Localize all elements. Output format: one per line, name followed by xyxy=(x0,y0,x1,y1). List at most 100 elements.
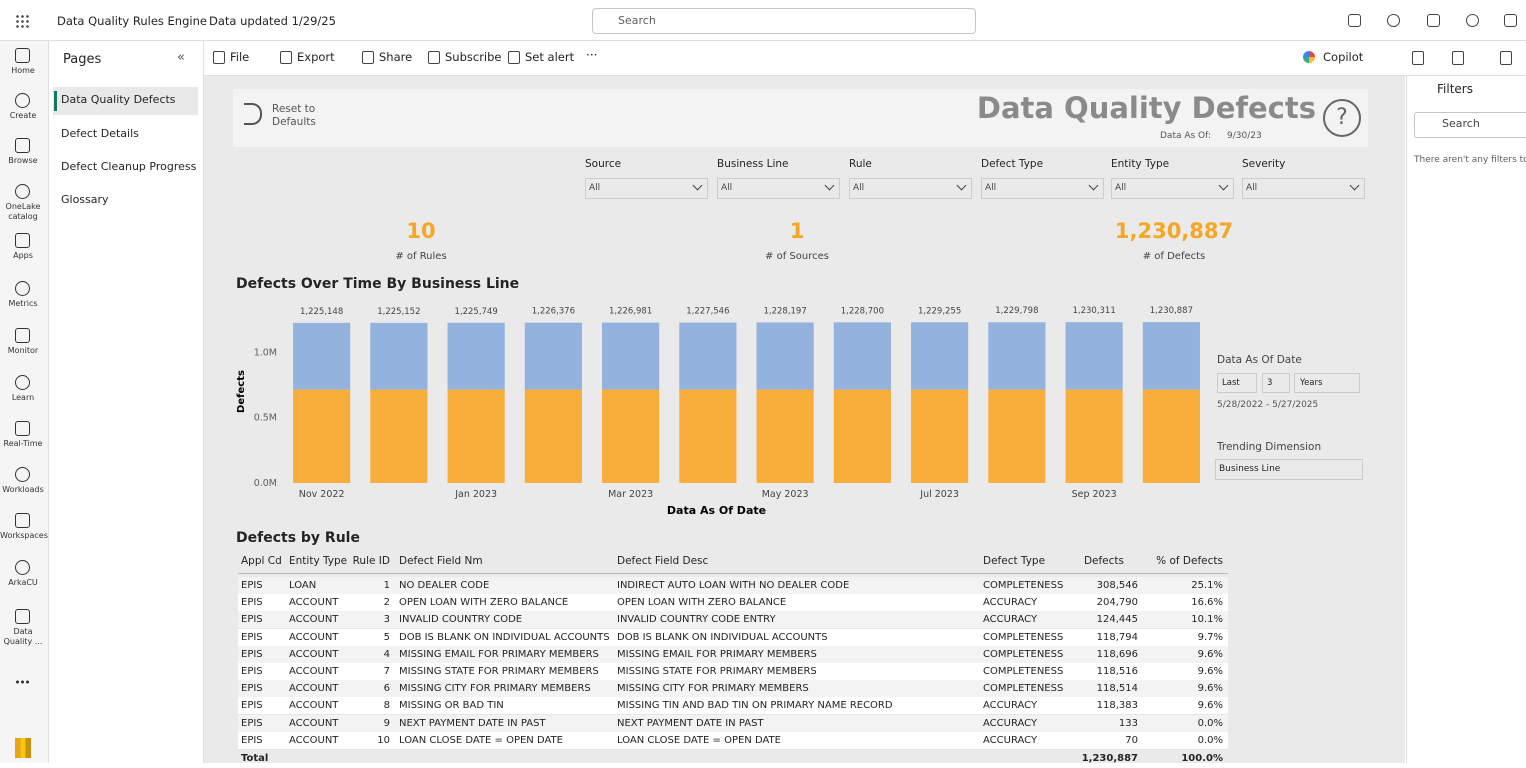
toolbar-icon[interactable] xyxy=(213,51,225,64)
cell: 6 xyxy=(383,683,390,695)
total-label: Total xyxy=(241,753,269,764)
top-icon[interactable] xyxy=(1348,14,1361,27)
slicer-dropdown[interactable]: All xyxy=(717,178,840,199)
top-icon[interactable] xyxy=(1466,14,1479,27)
page-item[interactable]: Defect Details xyxy=(61,127,139,140)
copilot-icon[interactable] xyxy=(1303,51,1315,63)
reset-icon[interactable] xyxy=(244,103,262,125)
data-updated[interactable]: Data updated 1/29/25 xyxy=(209,14,336,28)
kpi-value: 1,230,887 xyxy=(1114,219,1234,243)
nav-icon[interactable] xyxy=(15,184,30,199)
toolbar-icon[interactable] xyxy=(362,51,374,64)
slicer-value: All xyxy=(853,183,865,193)
nav-label[interactable]: Home xyxy=(11,66,35,75)
trending-dropdown[interactable]: Business Line xyxy=(1215,459,1363,480)
more[interactable]: ··· xyxy=(586,48,598,62)
toolbar-icon[interactable] xyxy=(428,51,440,64)
toolbar-item[interactable]: Share xyxy=(379,50,413,64)
total-label: 1,230,887 xyxy=(1150,306,1193,316)
nav-label[interactable]: Learn xyxy=(11,393,35,402)
nav-icon[interactable] xyxy=(15,375,30,390)
slicer-value: All xyxy=(589,183,601,193)
nav-label[interactable]: Data Quality ... xyxy=(3,627,43,646)
top-icon[interactable] xyxy=(1387,14,1400,27)
date-mode[interactable]: Last xyxy=(1217,373,1257,393)
column-header[interactable]: Rule ID xyxy=(352,555,390,567)
slicer-dropdown[interactable]: All xyxy=(585,178,708,199)
slicer-label: Rule xyxy=(849,158,872,170)
copilot[interactable]: Copilot xyxy=(1323,50,1364,64)
cell: ACCOUNT xyxy=(289,700,339,712)
table-title: Defects by Rule xyxy=(236,530,360,546)
toolbar-icon[interactable] xyxy=(1412,51,1424,65)
nav-icon[interactable] xyxy=(15,48,30,63)
nav-icon[interactable] xyxy=(15,281,30,296)
cell: 9.7% xyxy=(1197,631,1223,643)
nav-label[interactable]: Metrics xyxy=(8,299,38,308)
cell: 0.0% xyxy=(1197,717,1223,729)
slicer-dropdown[interactable]: All xyxy=(849,178,972,199)
toolbar-item[interactable]: File xyxy=(230,50,250,64)
column-header[interactable]: Defects xyxy=(1083,555,1124,567)
x-tick-label: Sep 2023 xyxy=(1072,489,1117,500)
chevron xyxy=(956,180,967,191)
nav-icon[interactable] xyxy=(15,560,30,575)
slicer-dropdown[interactable]: All xyxy=(981,178,1104,199)
collapse[interactable]: « xyxy=(177,50,185,65)
nav-more[interactable] xyxy=(15,680,29,684)
slicer-dropdown[interactable]: All xyxy=(1111,178,1234,199)
nav-icon[interactable] xyxy=(15,609,30,624)
nav-icon[interactable] xyxy=(15,513,30,528)
page-item[interactable]: Glossary xyxy=(61,193,109,206)
header-card: Reset to Defaults Data Quality Defects Dat… xyxy=(233,89,1368,147)
cell: NO DEALER CODE xyxy=(399,580,490,591)
toolbar-item[interactable]: Subscribe xyxy=(445,50,502,64)
nav-label[interactable]: ArkaCU xyxy=(8,578,38,587)
slicer-dropdown[interactable]: All xyxy=(1242,178,1365,199)
toolbar-icon[interactable] xyxy=(1452,51,1464,65)
nav-icon[interactable] xyxy=(15,233,30,248)
toolbar-item[interactable]: Set alert xyxy=(525,50,575,64)
nav-icon[interactable] xyxy=(15,328,30,343)
nav-icon[interactable] xyxy=(15,467,30,482)
nav-label[interactable]: Real-Time xyxy=(3,439,43,448)
column-header[interactable]: Defect Field Desc xyxy=(617,555,709,567)
y-tick-label: 1.0M xyxy=(254,347,277,358)
waffle[interactable] xyxy=(15,14,29,28)
bar-segment xyxy=(524,389,582,483)
nav-icon[interactable] xyxy=(15,93,30,108)
toolbar-icon[interactable] xyxy=(1500,51,1512,65)
nav-label[interactable]: OneLake catalog xyxy=(5,202,41,221)
toolbar-icon[interactable] xyxy=(508,51,520,64)
column-header[interactable]: % of Defects xyxy=(1156,555,1223,567)
nav-label[interactable]: Monitor xyxy=(7,346,39,355)
nav-label[interactable]: Workloads xyxy=(2,485,44,494)
column-header[interactable]: Defect Field Nm xyxy=(399,555,483,567)
app-name[interactable]: Data Quality Rules Engine xyxy=(57,14,207,28)
page-item[interactable]: Data Quality Defects xyxy=(61,93,176,106)
date-count[interactable]: 3 xyxy=(1262,373,1290,393)
cell: NEXT PAYMENT DATE IN PAST xyxy=(617,717,764,729)
top-icon[interactable] xyxy=(1427,14,1440,27)
filters-search-box[interactable] xyxy=(1414,112,1526,138)
search-box[interactable] xyxy=(592,8,976,34)
nav-icon[interactable] xyxy=(15,138,30,153)
nav-icon[interactable] xyxy=(15,421,30,436)
nav-label[interactable]: Workspaces xyxy=(0,531,48,540)
toolbar-icon[interactable] xyxy=(280,51,292,64)
nav-label[interactable]: Create xyxy=(9,111,37,120)
column-header[interactable]: Entity Type xyxy=(289,555,348,567)
column-header[interactable]: Defect Type xyxy=(983,555,1046,567)
page-item[interactable]: Defect Cleanup Progress xyxy=(61,160,197,173)
reset[interactable]: Reset to Defaults xyxy=(272,103,316,128)
help[interactable]: ? xyxy=(1323,99,1361,137)
date-unit[interactable]: Years xyxy=(1294,373,1360,393)
top-icon[interactable] xyxy=(1504,14,1517,27)
date-range: 5/28/2022 - 5/27/2025 xyxy=(1217,400,1319,410)
y-tick-label: 0.0M xyxy=(254,478,277,489)
nav-label[interactable]: Browse xyxy=(8,156,38,165)
cell: EPIS xyxy=(241,580,263,591)
column-header[interactable]: Appl Cd xyxy=(241,555,282,567)
nav-label[interactable]: Apps xyxy=(13,251,33,260)
toolbar-item[interactable]: Export xyxy=(297,50,335,64)
